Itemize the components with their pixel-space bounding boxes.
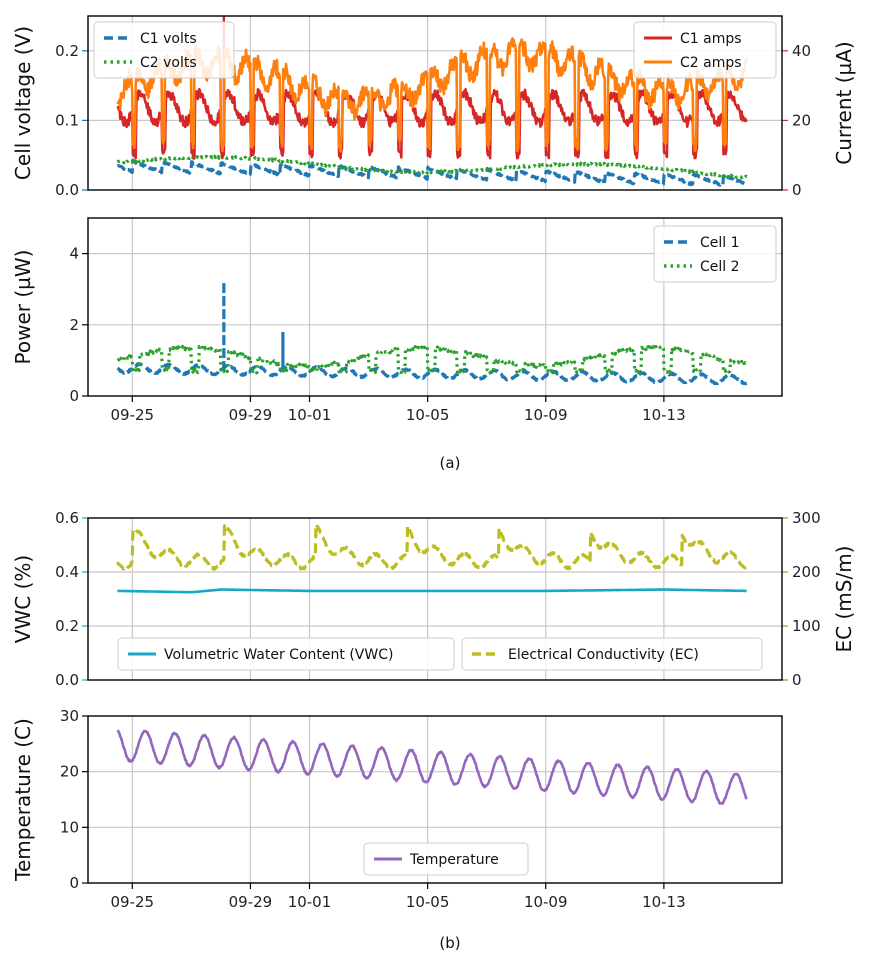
y-tick-label: 10	[60, 818, 79, 836]
legend-box	[461, 637, 763, 671]
series-line	[116, 158, 748, 188]
legend-label: Cell 1	[700, 235, 740, 251]
plot-frame	[87, 715, 783, 884]
chart-b2: 0 10 20 30 09-25 09-29 10-01 10-05 10-09 10-13 Tem…	[11, 707, 783, 911]
x-tick-label: 09-25	[111, 893, 155, 911]
y-axis-label: Power (µW)	[11, 250, 35, 365]
y-tick-label: 0.6	[55, 509, 79, 527]
y2-tick-label: 40	[792, 42, 811, 60]
x-tick-label: 09-29	[229, 406, 273, 424]
x-tick-label: 10-05	[406, 406, 450, 424]
x-tick-label: 10-01	[288, 406, 332, 424]
y2-tick-label: 0	[792, 181, 802, 199]
x-tick-label: 10-09	[524, 893, 568, 911]
legend-label: Volumetric Water Content (VWC)	[164, 647, 393, 663]
y-tick-label: 0	[69, 874, 79, 892]
y-tick-label: 30	[60, 707, 79, 725]
caption-a: (a)	[440, 454, 461, 472]
y-tick-label: 0	[69, 387, 79, 405]
series-line	[116, 362, 748, 386]
x-tick-label: 10-13	[642, 893, 686, 911]
x-tick-label: 10-13	[642, 406, 686, 424]
y-tick-label: 20	[60, 763, 79, 781]
legend-box	[93, 21, 235, 79]
legend-label: C2 amps	[680, 55, 742, 71]
series-line	[116, 729, 748, 805]
y-tick-label: 0.0	[55, 671, 79, 689]
y-tick-label: 2	[69, 316, 79, 334]
y-tick-label: 0.4	[55, 563, 79, 581]
chart-a1: 0.0 0.1 0.2 0 20 40 Cell voltage (V) Current (µ…	[11, 15, 856, 199]
y-tick-label: 0.2	[55, 617, 79, 635]
legend-label: Electrical Conductivity (EC)	[508, 647, 699, 663]
y-tick-label: 0.1	[55, 111, 79, 129]
series-line	[116, 522, 748, 571]
y-axis-label: Temperature (C)	[11, 718, 35, 882]
y2-tick-label: 100	[792, 617, 821, 635]
series-group	[116, 522, 748, 594]
legend-label: Temperature	[409, 852, 499, 868]
y-tick-label: 0.2	[55, 42, 79, 60]
y-axis-label: Cell voltage (V)	[11, 26, 35, 180]
legend-label: C2 volts	[140, 55, 197, 71]
y-tick-label: 0.0	[55, 181, 79, 199]
legend-label: C1 amps	[680, 31, 742, 47]
plot-frame	[87, 217, 783, 397]
series-group	[116, 282, 748, 386]
x-tick-label: 09-29	[229, 893, 273, 911]
x-tick-label: 10-05	[406, 893, 450, 911]
y-tick-label: 4	[69, 245, 79, 263]
caption-b: (b)	[439, 934, 460, 952]
series-line	[116, 154, 748, 180]
y-axis-label: VWC (%)	[11, 555, 35, 643]
legend-box	[363, 842, 529, 876]
series-line	[116, 588, 748, 594]
x-tick-label: 10-01	[288, 893, 332, 911]
y2-tick-label: 200	[792, 563, 821, 581]
y2-axis-label: EC (mS/m)	[832, 546, 856, 653]
x-tick-label: 09-25	[111, 406, 155, 424]
plot-frame	[87, 15, 783, 191]
chart-a2: 0 2 4 09-25 09-29 10-01 10-05 10-09 10-13 Power (…	[11, 217, 783, 424]
y2-tick-label: 300	[792, 509, 821, 527]
y2-tick-label: 20	[792, 111, 811, 129]
y2-axis-label: Current (µA)	[832, 41, 856, 165]
legend-label: Cell 2	[700, 259, 740, 275]
x-tick-label: 10-09	[524, 406, 568, 424]
series-line	[116, 344, 748, 375]
plot-frame	[87, 517, 783, 681]
chart-b1: 0.0 0.2 0.4 0.6 0 100 200 300 VWC (%) EC (mS/m) Vo…	[11, 509, 856, 689]
series-line	[116, 88, 748, 160]
series-group	[116, 729, 748, 805]
legend-label: C1 volts	[140, 31, 197, 47]
legend-box	[117, 637, 455, 671]
y2-tick-label: 0	[792, 671, 802, 689]
legend-box	[633, 21, 777, 79]
legend-box	[653, 225, 777, 283]
